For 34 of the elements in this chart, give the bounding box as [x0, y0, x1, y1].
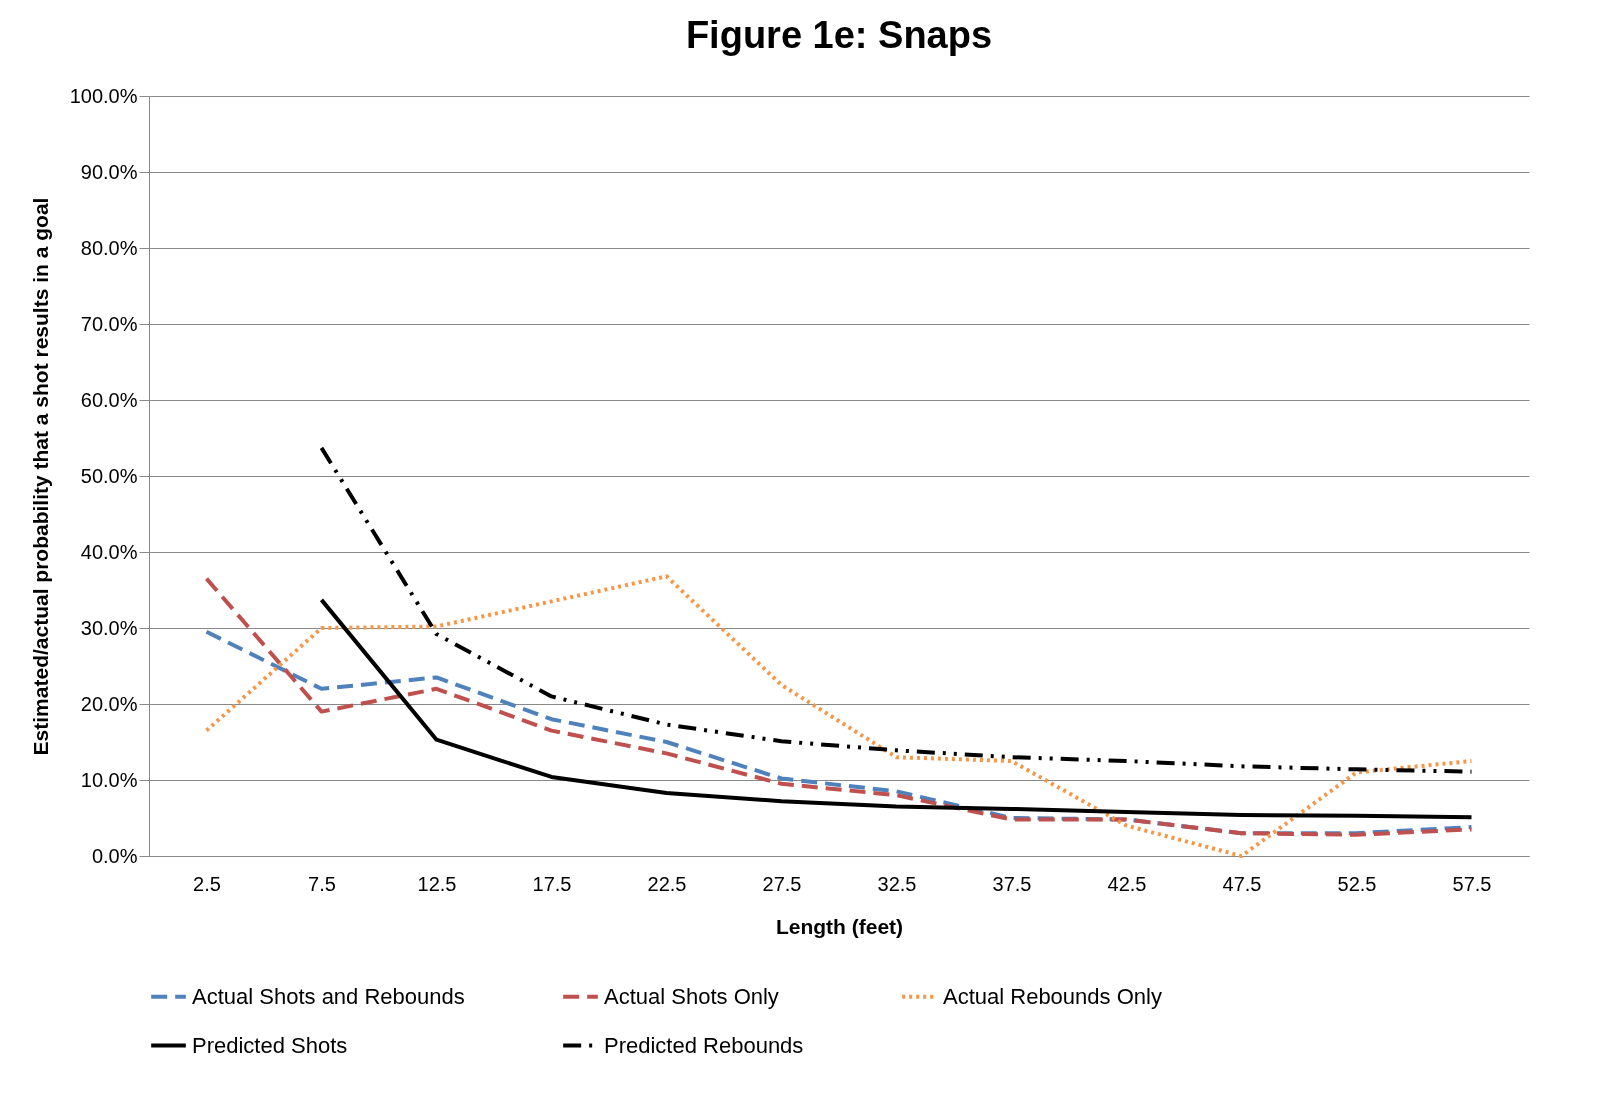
- y-axis-title: Estimated/actual probability that a shot results in a goal: [28, 197, 52, 756]
- y-tick-label: 90.0%: [80, 160, 138, 183]
- x-tick-label: 47.5: [1222, 872, 1262, 895]
- line-series: [204, 629, 1474, 836]
- chart-title: Figure 1e: Snaps: [685, 14, 993, 56]
- y-tick-label: 80.0%: [80, 236, 138, 259]
- y-tick-label: 20.0%: [80, 692, 138, 715]
- x-tick-label: 7.5: [308, 872, 336, 895]
- legend-label: Predicted Rebounds: [604, 1032, 804, 1058]
- y-tick-label: 70.0%: [80, 312, 138, 335]
- x-tick-label: 32.5: [877, 872, 917, 895]
- y-tick-label: 40.0%: [80, 540, 138, 563]
- legend-label: Predicted Shots: [192, 1032, 348, 1058]
- y-tick-label: 100.0%: [69, 84, 138, 107]
- x-axis-title: Length (feet): [775, 914, 904, 938]
- x-tick-label: 12.5: [417, 872, 457, 895]
- y-tick-label: 60.0%: [80, 388, 138, 411]
- legend-label: Actual Shots and Rebounds: [192, 983, 465, 1009]
- x-tick-label: 42.5: [1107, 872, 1147, 895]
- x-tick-label: 37.5: [992, 872, 1032, 895]
- x-tick-label: 57.5: [1452, 872, 1492, 895]
- y-tick-label: 10.0%: [80, 768, 138, 791]
- line-series: [319, 597, 1474, 820]
- x-tick-label: 27.5: [762, 872, 802, 895]
- x-tick-label: 2.5: [193, 872, 221, 895]
- legend-label: Actual Shots Only: [604, 983, 779, 1009]
- x-tick-label: 22.5: [647, 872, 687, 895]
- line-series: [319, 445, 1474, 774]
- y-tick-label: 50.0%: [80, 464, 138, 487]
- y-tick-label: 30.0%: [80, 616, 138, 639]
- x-tick-label: 17.5: [532, 872, 572, 895]
- y-tick-label: 0.0%: [91, 844, 138, 867]
- legend-label: Actual Rebounds Only: [943, 983, 1162, 1009]
- x-tick-label: 52.5: [1337, 872, 1377, 895]
